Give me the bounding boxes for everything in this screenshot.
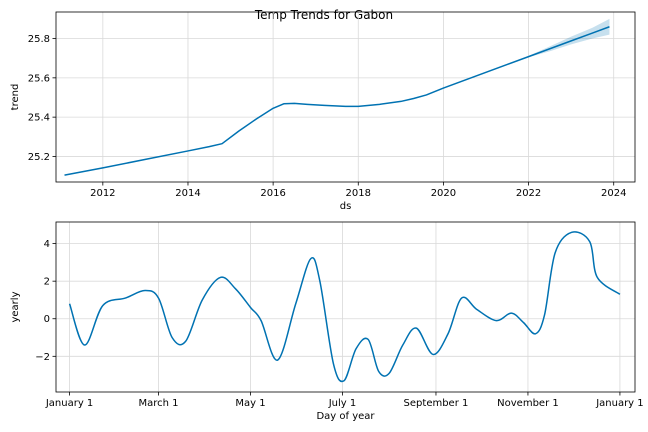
yearly-y-tick-label: 2 xyxy=(44,277,50,288)
yearly-x-tick-label: September 1 xyxy=(404,398,469,409)
trend-x-tick-label: 2024 xyxy=(601,188,626,199)
yearly-x-tick-label: January 1 xyxy=(595,398,643,409)
yearly-y-axis-label: yearly xyxy=(10,291,21,322)
yearly-axes-frame xyxy=(55,221,636,393)
trend-y-tick-label: 25.8 xyxy=(28,34,50,45)
trend-x-tick-label: 2014 xyxy=(175,188,200,199)
yearly-y-tick-label: 0 xyxy=(44,314,50,325)
yearly-x-tick-label: May 1 xyxy=(235,398,265,409)
yearly-x-tick-label: March 1 xyxy=(139,398,179,409)
trend-y-axis-label: trend xyxy=(10,84,21,111)
yearly-y-tick-label: −2 xyxy=(35,352,50,363)
yearly-x-tick-label: November 1 xyxy=(497,398,559,409)
trend-axes-frame xyxy=(55,11,636,183)
yearly-line xyxy=(68,231,621,383)
trend-x-tick-label: 2022 xyxy=(516,188,541,199)
trend-y-tick-label: 25.4 xyxy=(28,113,50,124)
trend-x-tick-label: 2012 xyxy=(90,188,115,199)
trend-y-tick-label: 25.6 xyxy=(28,73,50,84)
trend-uncertainty-band xyxy=(528,18,610,58)
yearly-panel: January 1 March 1 May 1 July 1 September 1 No… xyxy=(10,221,644,422)
trend-x-tick-label: 2016 xyxy=(260,188,285,199)
yearly-x-axis-label: Day of year xyxy=(316,411,375,422)
yearly-x-tick-label: January 1 xyxy=(45,398,93,409)
trend-y-tick-label: 25.2 xyxy=(28,152,50,163)
trend-x-tick-label: 2020 xyxy=(431,188,456,199)
yearly-x-tick-label: July 1 xyxy=(328,398,357,409)
yearly-y-tick-label: 4 xyxy=(44,239,50,250)
trend-panel: 2012 2014 2016 2018 2020 2022 2024 25.2 25.4 25.6… xyxy=(10,11,636,212)
trend-line xyxy=(64,26,610,176)
chart-title: Temp Trends for Gabon xyxy=(254,8,393,22)
trend-x-axis-label: ds xyxy=(340,201,352,212)
trend-x-tick-label: 2018 xyxy=(346,188,371,199)
